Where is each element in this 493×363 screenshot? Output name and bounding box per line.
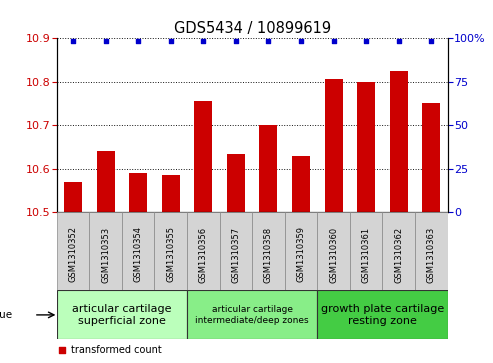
Bar: [64, 182, 82, 212]
Text: GSM1310362: GSM1310362: [394, 227, 403, 282]
Bar: [357, 82, 375, 212]
Bar: [162, 175, 179, 212]
Bar: [187, 290, 317, 339]
Bar: [350, 212, 383, 290]
Bar: [129, 173, 147, 212]
Text: articular cartilage
intermediate/deep zones: articular cartilage intermediate/deep zo…: [195, 305, 309, 325]
Point: [362, 38, 370, 44]
Point: [199, 38, 207, 44]
Text: GSM1310363: GSM1310363: [427, 227, 436, 283]
Bar: [423, 103, 440, 212]
Text: transformed count: transformed count: [71, 345, 162, 355]
Text: GSM1310352: GSM1310352: [69, 227, 77, 282]
Point: [395, 38, 403, 44]
Bar: [57, 290, 187, 339]
Bar: [194, 101, 212, 212]
Bar: [252, 212, 285, 290]
Text: GSM1310356: GSM1310356: [199, 227, 208, 282]
Point: [297, 38, 305, 44]
Point: [102, 38, 109, 44]
Bar: [317, 212, 350, 290]
Bar: [187, 212, 219, 290]
Bar: [325, 79, 343, 212]
Bar: [390, 71, 408, 212]
Bar: [415, 212, 448, 290]
Bar: [285, 212, 317, 290]
Text: GSM1310357: GSM1310357: [231, 227, 241, 282]
Text: GSM1310360: GSM1310360: [329, 227, 338, 282]
Point: [265, 38, 273, 44]
Bar: [227, 154, 245, 212]
Bar: [122, 212, 154, 290]
Text: GSM1310361: GSM1310361: [362, 227, 371, 282]
Bar: [97, 151, 114, 212]
Text: articular cartilage
superficial zone: articular cartilage superficial zone: [72, 304, 172, 326]
Bar: [383, 212, 415, 290]
Bar: [219, 212, 252, 290]
Bar: [57, 212, 89, 290]
Point: [427, 38, 435, 44]
Bar: [259, 125, 278, 212]
Point: [167, 38, 175, 44]
Text: GSM1310359: GSM1310359: [296, 227, 306, 282]
Point: [69, 38, 77, 44]
Point: [58, 347, 66, 353]
Text: tissue: tissue: [0, 310, 12, 320]
Bar: [89, 212, 122, 290]
Text: growth plate cartilage
resting zone: growth plate cartilage resting zone: [321, 304, 444, 326]
Point: [330, 38, 338, 44]
Bar: [154, 212, 187, 290]
Bar: [292, 156, 310, 212]
Text: GSM1310358: GSM1310358: [264, 227, 273, 282]
Text: GSM1310355: GSM1310355: [166, 227, 175, 282]
Text: GSM1310354: GSM1310354: [134, 227, 142, 282]
Bar: [317, 290, 448, 339]
Point: [232, 38, 240, 44]
Text: GSM1310353: GSM1310353: [101, 227, 110, 282]
Point: [134, 38, 142, 44]
Title: GDS5434 / 10899619: GDS5434 / 10899619: [174, 21, 331, 36]
